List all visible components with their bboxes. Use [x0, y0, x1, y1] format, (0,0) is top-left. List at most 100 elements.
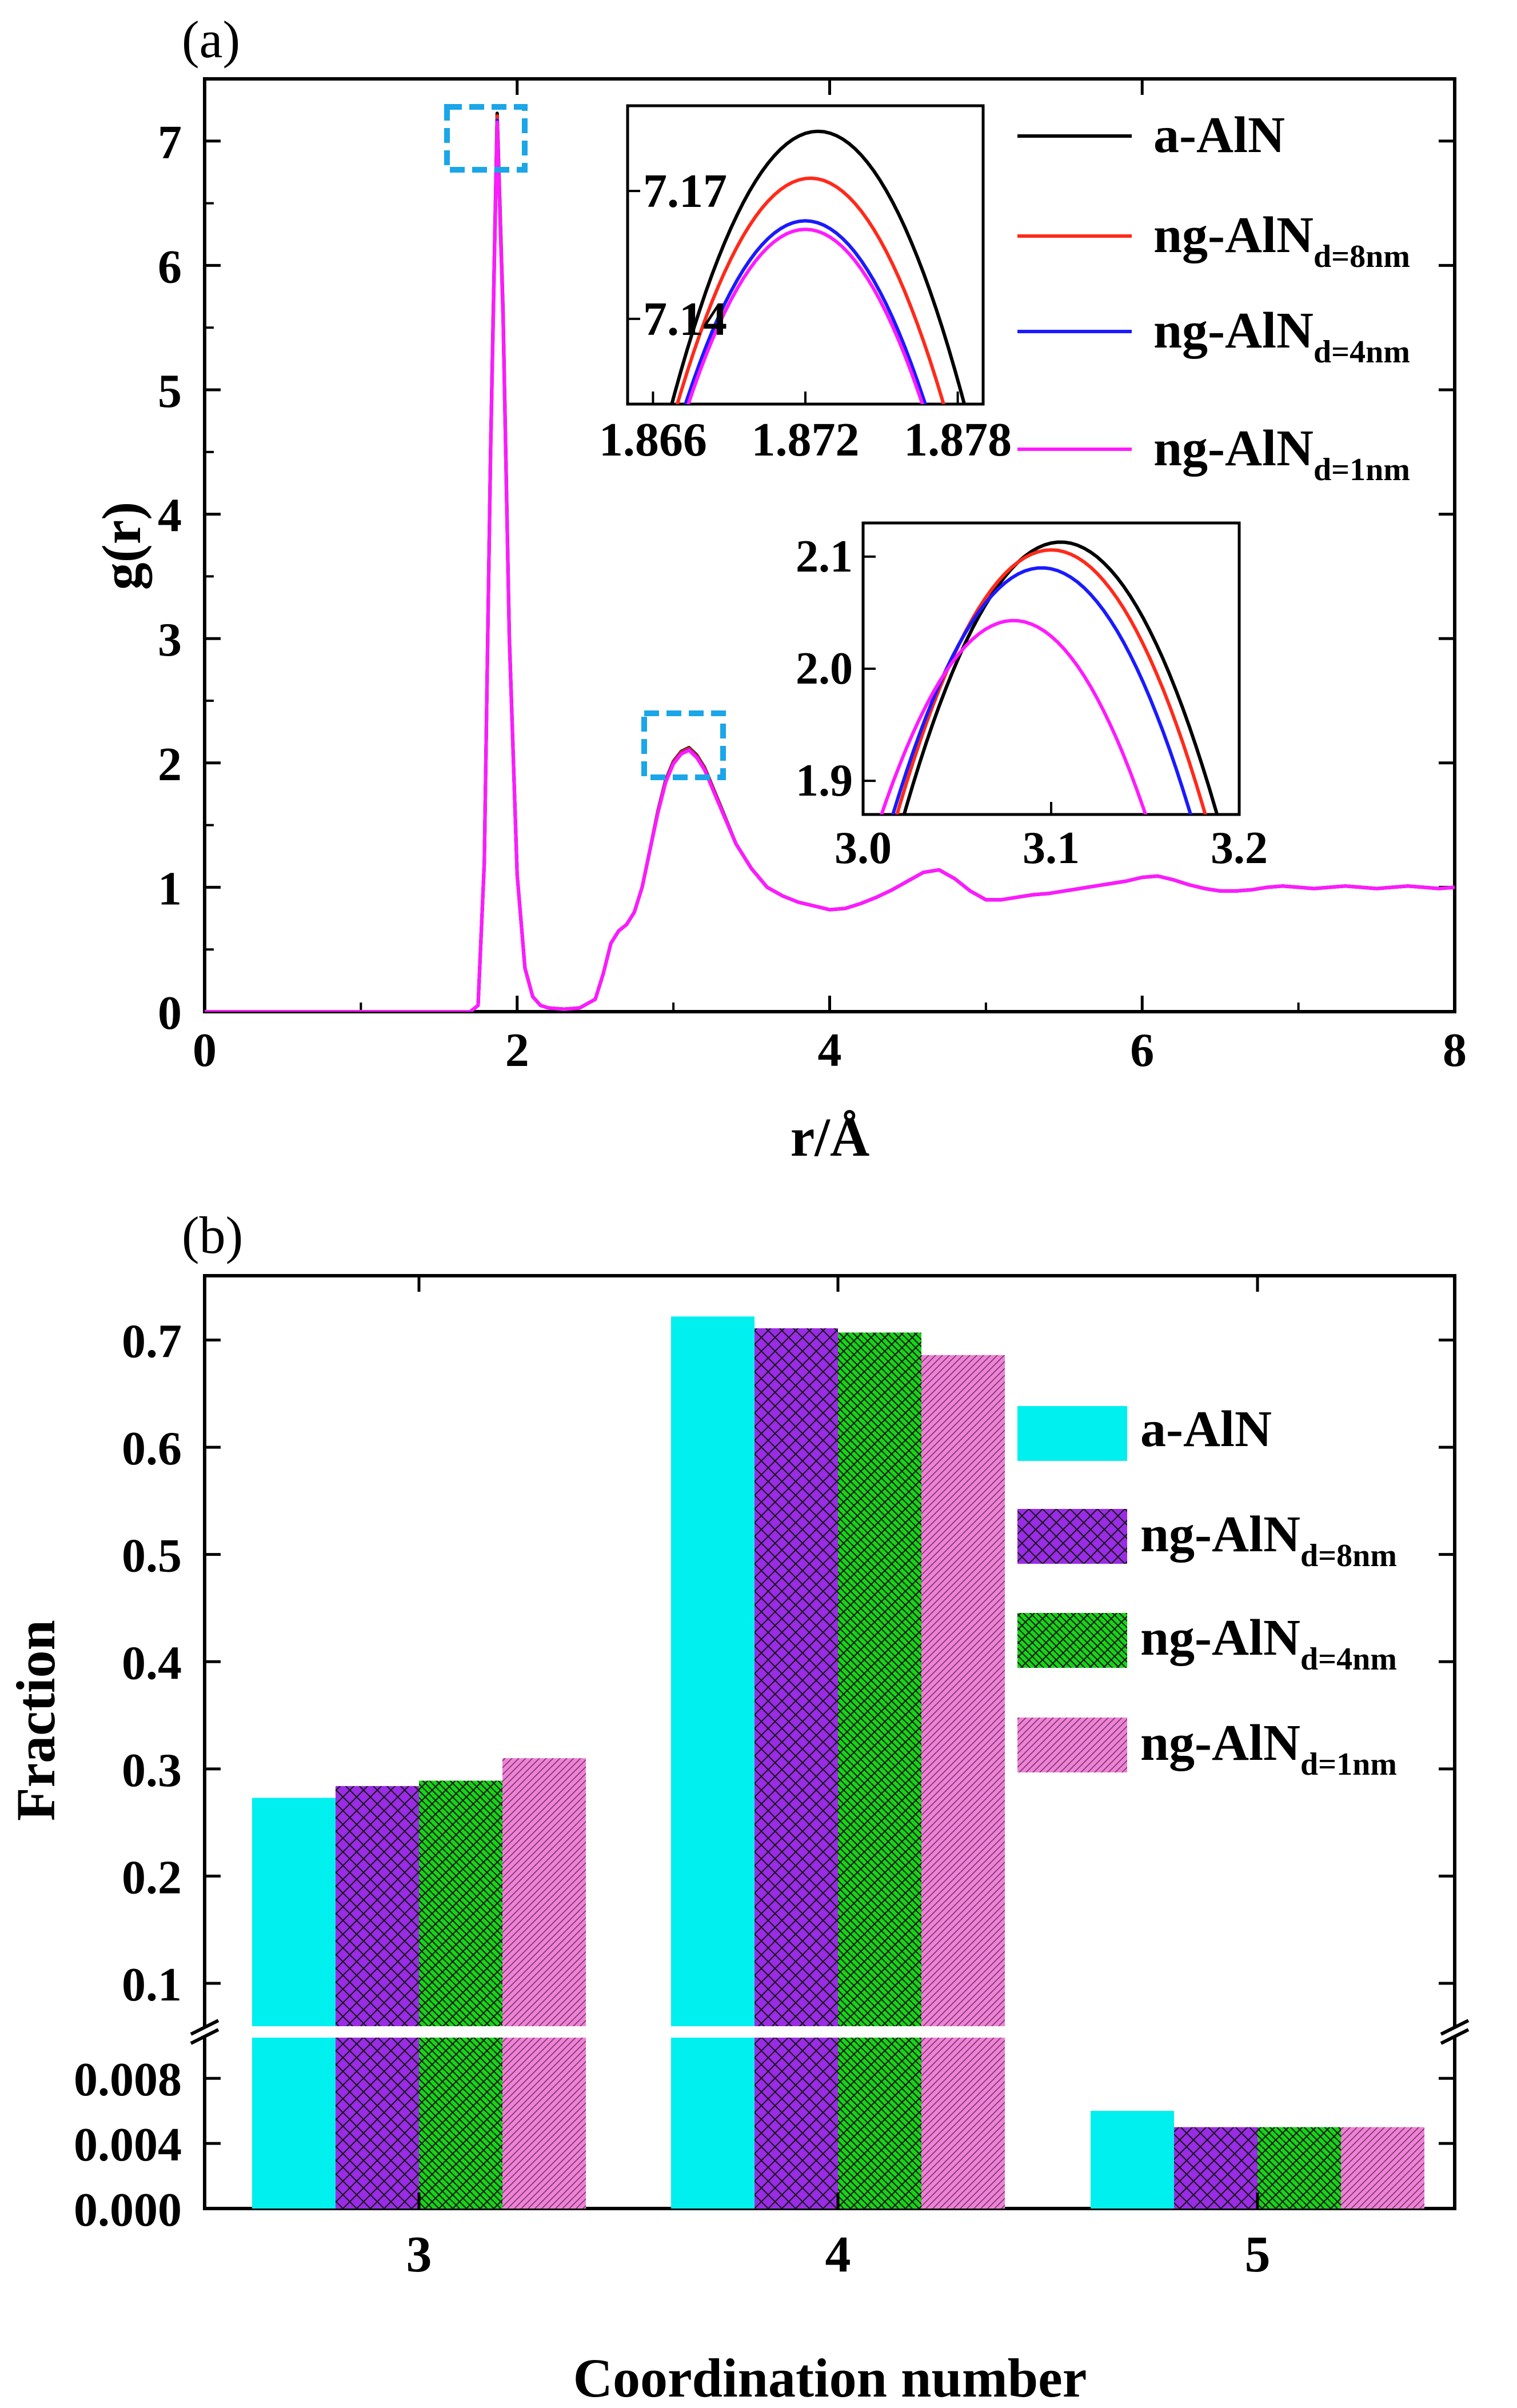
x-tick-label: 6: [1130, 1024, 1154, 1077]
bar-5: [1341, 2127, 1424, 2209]
panel-a-ylabel: g(r): [91, 502, 152, 590]
legend-b-name: a-AlN: [1140, 1401, 1272, 1457]
bar-upper-4: [754, 1328, 838, 2026]
legend-a-text-d1: ng-AlNd=1nm: [1153, 420, 1410, 488]
panel-a-axes: 0 2 4 6 8 0 1 2 3 4 5 6 7: [158, 78, 1467, 1077]
x-tick-label: 4: [825, 2226, 851, 2283]
x-tick-label: 8: [1443, 1024, 1467, 1077]
axis-break-mark: [1440, 2028, 1470, 2045]
bar-lower-3: [502, 2038, 586, 2209]
inset-y-tick-label: 1.9: [796, 756, 853, 806]
bar-5: [1257, 2127, 1341, 2209]
bar-upper-3: [419, 1780, 502, 2026]
y-tick-label: 2: [158, 738, 182, 791]
panel-b-axes: 0.1 0.2 0.3 0.4 0.5 0.6 0.7 0.000 0.004 0.008 3 4 5: [74, 1276, 1455, 2283]
bar-upper-3: [502, 1758, 586, 2026]
panel-b-ylabel: Fraction: [5, 1620, 66, 1821]
inset-y-tick-label: 2.1: [796, 532, 853, 582]
bar-lower-3: [419, 2038, 502, 2209]
panel-a-legend: a-AlN ng-AlNd=8nm ng-AlNd=4nm ng-AlNd=1n…: [1017, 107, 1410, 488]
bar-lower-4: [921, 2038, 1005, 2209]
panel-a-curves: [205, 111, 1455, 1012]
bar-5: [1091, 2111, 1174, 2209]
legend-b-text-d4: ng-AlNd=4nm: [1140, 1610, 1397, 1677]
panel-a-xlabel: r/Å: [791, 1107, 870, 1168]
bar-5: [1174, 2127, 1257, 2209]
inset-2-axes: 3.0 3.1 3.2 1.9 2.0 2.1: [796, 532, 1268, 873]
inset-curve: [895, 548, 1207, 814]
inset-peak2: 3.0 3.1 3.2 1.9 2.0 2.1: [796, 521, 1268, 873]
inset-peak1: 1.866 1.872 1.878 7.14 7.17: [599, 104, 1012, 466]
legend-a-sub: d=8nm: [1314, 239, 1410, 274]
x-tick-label: 5: [1245, 2226, 1271, 2283]
bar-lower-4: [671, 2038, 754, 2209]
peak2-highlight-box: [641, 710, 726, 780]
y-tick-label: 0.008: [74, 2053, 182, 2106]
legend-a-name: ng-AlN: [1153, 207, 1314, 263]
bar-upper-3: [336, 1786, 419, 2026]
inset-x-tick-label: 3.0: [835, 823, 892, 873]
y-tick-label: 0.000: [74, 2183, 182, 2237]
inset-y-tick-label: 2.0: [796, 644, 853, 694]
bar-upper-3: [252, 1798, 336, 2026]
inset-2-frame: [861, 521, 1241, 816]
y-tick-label: 5: [158, 365, 182, 418]
y-tick-label: 0.1: [122, 1958, 182, 2011]
panel-a-label: (a): [182, 10, 240, 69]
legend-b-swatch-d4: [1017, 1613, 1127, 1668]
y-tick-label: 0.5: [122, 1530, 182, 1583]
legend-a-text-a-alN: a-AlN: [1153, 107, 1285, 163]
y-tick-label: 0.6: [122, 1422, 182, 1475]
legend-swatch: [1017, 1613, 1127, 1668]
legend-a-name: a-AlN: [1153, 107, 1285, 163]
legend-swatch: [1017, 1406, 1127, 1461]
inset-x-tick-label: 3.1: [1023, 823, 1080, 873]
y-tick-label: 0.3: [122, 1744, 182, 1797]
legend-a-sub: d=4nm: [1314, 334, 1410, 370]
inset-curve: [891, 566, 1193, 814]
inset-curve: [880, 618, 1148, 814]
peak1-highlight-box: [444, 104, 528, 173]
axis-break-mark: [190, 2028, 219, 2045]
y-tick-label: 0.4: [122, 1636, 182, 1690]
y-tick-label: 4: [158, 489, 182, 542]
legend-b-text-a-alN: a-AlN: [1140, 1401, 1272, 1457]
x-tick-label: 2: [505, 1024, 529, 1077]
upper-frame: [203, 1274, 1456, 2026]
legend-swatch: [1017, 1509, 1127, 1564]
inset-curve: [686, 227, 924, 404]
legend-b-name: ng-AlN: [1140, 1610, 1300, 1666]
inset-x-tick-label: 1.878: [904, 413, 1012, 466]
bar-lower-3: [336, 2038, 419, 2209]
panel-b-legend: a-AlN ng-AlNd=8nm ng-AlNd=4nm ng-AlNd=1n…: [1017, 1401, 1397, 1782]
inset-1-curves: [670, 129, 967, 404]
y-tick-label: 0.2: [122, 1851, 182, 1904]
bar-upper-4: [838, 1332, 921, 2026]
legend-b-sub: d=4nm: [1300, 1642, 1397, 1677]
legend-a-text-d4: ng-AlNd=4nm: [1153, 302, 1410, 370]
panel-b-bars: [252, 1316, 1424, 2209]
bar-lower-3: [252, 2038, 336, 2209]
y-tick-label: 6: [158, 240, 182, 293]
legend-b-text-d8: ng-AlNd=8nm: [1140, 1506, 1397, 1574]
y-tick-label: 7: [158, 116, 182, 169]
inset-2-curves: [880, 540, 1219, 814]
x-tick-label: 3: [406, 2226, 432, 2283]
inset-x-tick-label: 1.872: [752, 413, 860, 466]
legend-b-swatch-d1: [1017, 1718, 1127, 1772]
legend-a-name: ng-AlN: [1153, 302, 1314, 359]
bar-lower-4: [838, 2038, 921, 2209]
y-tick-label: 0.7: [122, 1315, 182, 1368]
legend-b-text-d1: ng-AlNd=1nm: [1140, 1715, 1397, 1782]
x-tick-label: 4: [818, 1024, 842, 1077]
legend-swatch: [1017, 1718, 1127, 1772]
x-tick-label: 0: [193, 1024, 217, 1077]
bar-upper-4: [671, 1316, 754, 2026]
legend-b-swatch-a-alN: [1017, 1406, 1127, 1461]
inset-curve: [902, 540, 1219, 814]
bar-lower-4: [754, 2038, 838, 2209]
y-tick-label: 0: [158, 987, 182, 1040]
axis-break-mark: [1440, 2019, 1470, 2036]
inset-curve: [684, 219, 927, 404]
